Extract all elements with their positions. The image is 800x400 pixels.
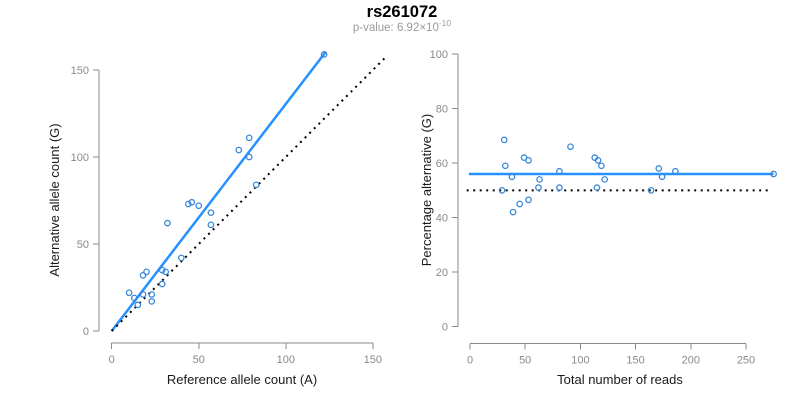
data-point bbox=[500, 136, 508, 144]
data-point bbox=[567, 143, 574, 151]
data-point bbox=[148, 291, 156, 298]
x-tick-label: 50 bbox=[519, 355, 531, 367]
fit-line bbox=[110, 50, 327, 332]
data-point bbox=[501, 162, 509, 170]
data-point bbox=[770, 170, 777, 178]
data-point bbox=[130, 294, 138, 302]
data-point bbox=[207, 221, 215, 229]
data-point bbox=[184, 200, 192, 208]
left-lines bbox=[110, 50, 388, 332]
data-point bbox=[601, 176, 609, 183]
data-point bbox=[556, 184, 563, 191]
x-tick-label: 100 bbox=[277, 354, 295, 366]
data-point bbox=[139, 271, 147, 279]
right-y-axis-title: Percentage alternative (G) bbox=[419, 114, 434, 266]
right-axes: 0 20 40 60 80 100 0 50 100 150 200 250 bbox=[430, 49, 756, 367]
pvalue-exponent: -10 bbox=[439, 18, 452, 28]
y-tick-label: 80 bbox=[436, 104, 448, 116]
data-point bbox=[125, 289, 133, 297]
data-point bbox=[143, 268, 150, 276]
x-tick-label: 0 bbox=[467, 355, 473, 367]
y-tick-label: 150 bbox=[71, 65, 89, 77]
data-point bbox=[647, 187, 655, 194]
pvalue-subtitle: p-value: 6.92×10-10 bbox=[353, 18, 452, 34]
data-point bbox=[245, 153, 253, 161]
x-tick-label: 100 bbox=[571, 355, 589, 367]
data-point bbox=[134, 301, 142, 309]
data-point bbox=[509, 208, 517, 216]
y-tick-label: 20 bbox=[436, 267, 448, 279]
data-point bbox=[207, 209, 215, 217]
data-point bbox=[498, 187, 506, 194]
identity-line bbox=[110, 55, 388, 332]
data-point bbox=[162, 268, 170, 276]
data-point bbox=[535, 184, 542, 191]
data-point bbox=[148, 298, 156, 305]
x-tick-label: 50 bbox=[193, 354, 205, 366]
data-point bbox=[245, 134, 253, 142]
data-point bbox=[188, 198, 196, 206]
data-point bbox=[593, 184, 601, 191]
y-tick-label: 60 bbox=[436, 158, 448, 170]
data-point bbox=[671, 167, 679, 175]
data-point bbox=[158, 280, 166, 288]
left-points bbox=[125, 50, 328, 309]
data-point bbox=[598, 162, 605, 170]
left-axes: 0 50 100 150 0 50 100 150 bbox=[71, 65, 382, 366]
y-tick-label: 100 bbox=[71, 152, 89, 164]
right-points bbox=[498, 136, 777, 216]
y-tick-label: 100 bbox=[430, 49, 448, 61]
data-point bbox=[525, 196, 532, 204]
x-tick-label: 150 bbox=[626, 355, 644, 367]
y-tick-label: 0 bbox=[83, 326, 89, 338]
left-scatter-panel: 0 50 100 150 0 50 100 150 Reference allele coun… bbox=[47, 50, 388, 387]
right-lines bbox=[466, 172, 774, 192]
right-x-axis-title: Total number of reads bbox=[557, 372, 683, 387]
data-point bbox=[516, 200, 524, 208]
data-point bbox=[556, 167, 563, 175]
y-tick-label: 0 bbox=[442, 322, 448, 334]
data-point bbox=[235, 146, 243, 154]
data-point bbox=[525, 157, 532, 164]
data-point bbox=[164, 219, 171, 227]
data-point bbox=[177, 254, 185, 262]
data-point bbox=[536, 176, 543, 183]
left-y-axis-title: Alternative allele count (G) bbox=[47, 123, 62, 276]
x-tick-label: 150 bbox=[364, 354, 382, 366]
data-point bbox=[320, 50, 328, 58]
y-tick-label: 50 bbox=[77, 239, 89, 251]
y-tick-label: 40 bbox=[436, 213, 448, 225]
x-tick-label: 250 bbox=[737, 355, 755, 367]
data-point bbox=[658, 173, 666, 181]
x-tick-label: 200 bbox=[682, 355, 700, 367]
data-point bbox=[594, 157, 602, 164]
variant-title: rs261072 bbox=[367, 3, 438, 21]
data-point bbox=[158, 266, 166, 274]
data-point bbox=[252, 181, 260, 189]
data-point bbox=[655, 165, 663, 172]
left-x-axis-title: Reference allele count (A) bbox=[167, 372, 317, 387]
pvalue-text: p-value: 6.92×10 bbox=[353, 22, 439, 34]
data-point bbox=[139, 291, 147, 298]
right-scatter-panel: 0 20 40 60 80 100 0 50 100 150 200 250 Total number… bbox=[419, 49, 777, 387]
data-point bbox=[508, 173, 516, 181]
x-tick-label: 0 bbox=[109, 354, 115, 366]
data-point bbox=[195, 202, 203, 210]
